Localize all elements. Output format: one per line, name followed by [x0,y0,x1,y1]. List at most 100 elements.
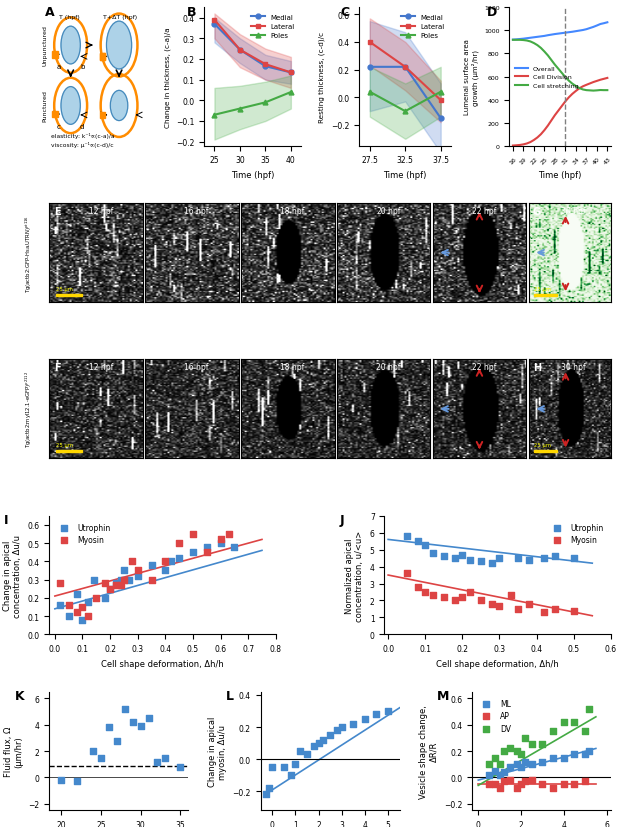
Text: A: A [44,6,54,18]
AP [520,775,530,788]
AP [491,777,500,791]
Overall [513,36,520,45]
DV [491,751,500,764]
Utrophin [116,573,126,586]
Point [286,768,296,782]
Text: T (hpf): T (hpf) [59,15,80,20]
Ellipse shape [61,88,80,125]
Text: E: E [54,207,60,217]
Myosin [224,528,234,541]
Y-axis label: Change in apical
myosin, Δu/u: Change in apical myosin, Δu/u [207,716,227,786]
Overall [555,30,562,40]
Poles [262,98,269,108]
Overall [548,31,555,41]
Cell Division [534,133,541,143]
Cell stretching [579,85,587,95]
Overall [558,29,566,39]
Overall [537,32,545,42]
Cell Division [576,84,583,94]
Myosin [91,591,101,605]
Cell Division [540,126,548,136]
AP [516,777,526,791]
Lateral [366,38,373,48]
Point [104,721,114,734]
Utrophin [78,614,88,627]
Point [279,761,289,774]
Text: 25 μm: 25 μm [534,287,551,292]
Myosin [513,603,523,616]
Cell Division [597,76,604,86]
Overall [544,31,552,41]
Utrophin [465,553,474,566]
Bar [534,451,557,453]
Poles [287,88,294,98]
Point [337,720,347,734]
Utrophin [202,541,212,554]
Cell Division [520,141,527,151]
Myosin [450,594,460,607]
Myosin [215,533,225,547]
Utrophin [457,548,467,562]
Text: C: C [341,6,350,18]
Overall [561,29,569,39]
Legend: Overall, Cell Division, Cell stretching: Overall, Cell Division, Cell stretching [513,64,581,91]
DV [569,715,579,729]
Myosin [402,567,412,581]
Myosin [99,577,109,590]
Medial [287,69,294,79]
Overall [534,33,541,43]
Myosin [495,600,505,613]
Cell Division [523,139,531,149]
Point [152,755,162,768]
Cell stretching [513,36,520,45]
ML [548,751,558,764]
Text: Tg(actb2:GFP-Hsa.UTRN)$^{pt116}$: Tg(actb2:GFP-Hsa.UTRN)$^{pt116}$ [23,214,34,292]
Line: Medial: Medial [367,65,443,122]
Myosin [83,609,93,623]
Line: Cell stretching: Cell stretching [513,41,607,92]
Point [264,782,274,795]
Medial [402,63,409,73]
Cell Division [593,77,600,87]
Cell Division [516,141,524,151]
Point [313,737,323,750]
Text: 18 hpf: 18 hpf [280,207,305,216]
Myosin [439,590,449,604]
Cell stretching [516,36,524,45]
Myosin [506,589,516,602]
Cell Division [551,111,558,121]
Utrophin [539,552,549,565]
Poles [211,111,218,121]
Utrophin [147,559,157,572]
Cell Division [509,141,516,151]
Point [383,705,393,718]
Cell stretching [593,86,600,96]
Y-axis label: Normalized apical
concentration, u/<u>: Normalized apical concentration, u/<u> [345,530,364,621]
Line: Poles: Poles [367,90,443,114]
Utrophin [550,550,560,563]
Y-axis label: Vesicle shape change,
ΔR/R: Vesicle shape change, ΔR/R [419,705,438,798]
Y-axis label: Resting thickness, (c-d)/c: Resting thickness, (c-d)/c [319,32,326,123]
AP [537,777,547,791]
ML [520,755,530,768]
Overall [565,28,573,38]
Text: M: M [437,690,449,702]
Bar [56,451,82,453]
Cell Division [586,79,594,89]
Cell stretching [597,86,604,96]
Ellipse shape [110,91,128,122]
Cell Division [558,102,566,112]
Y-axis label: Fluid flux, Ω
(μm/hr): Fluid flux, Ω (μm/hr) [4,726,23,777]
Text: 22 hpf: 22 hpf [472,363,496,372]
Cell stretching [523,36,531,46]
Utrophin [476,555,486,568]
Text: T+ΔT (hpf): T+ΔT (hpf) [102,15,137,20]
Medial [262,62,269,72]
Utrophin [230,541,239,554]
Ellipse shape [61,27,80,65]
ML [505,760,515,773]
Utrophin [64,609,73,623]
DV [559,715,569,729]
Y-axis label: Lumenal surface area
growth (μm²/hr): Lumenal surface area growth (μm²/hr) [464,40,479,115]
Myosin [188,528,198,541]
